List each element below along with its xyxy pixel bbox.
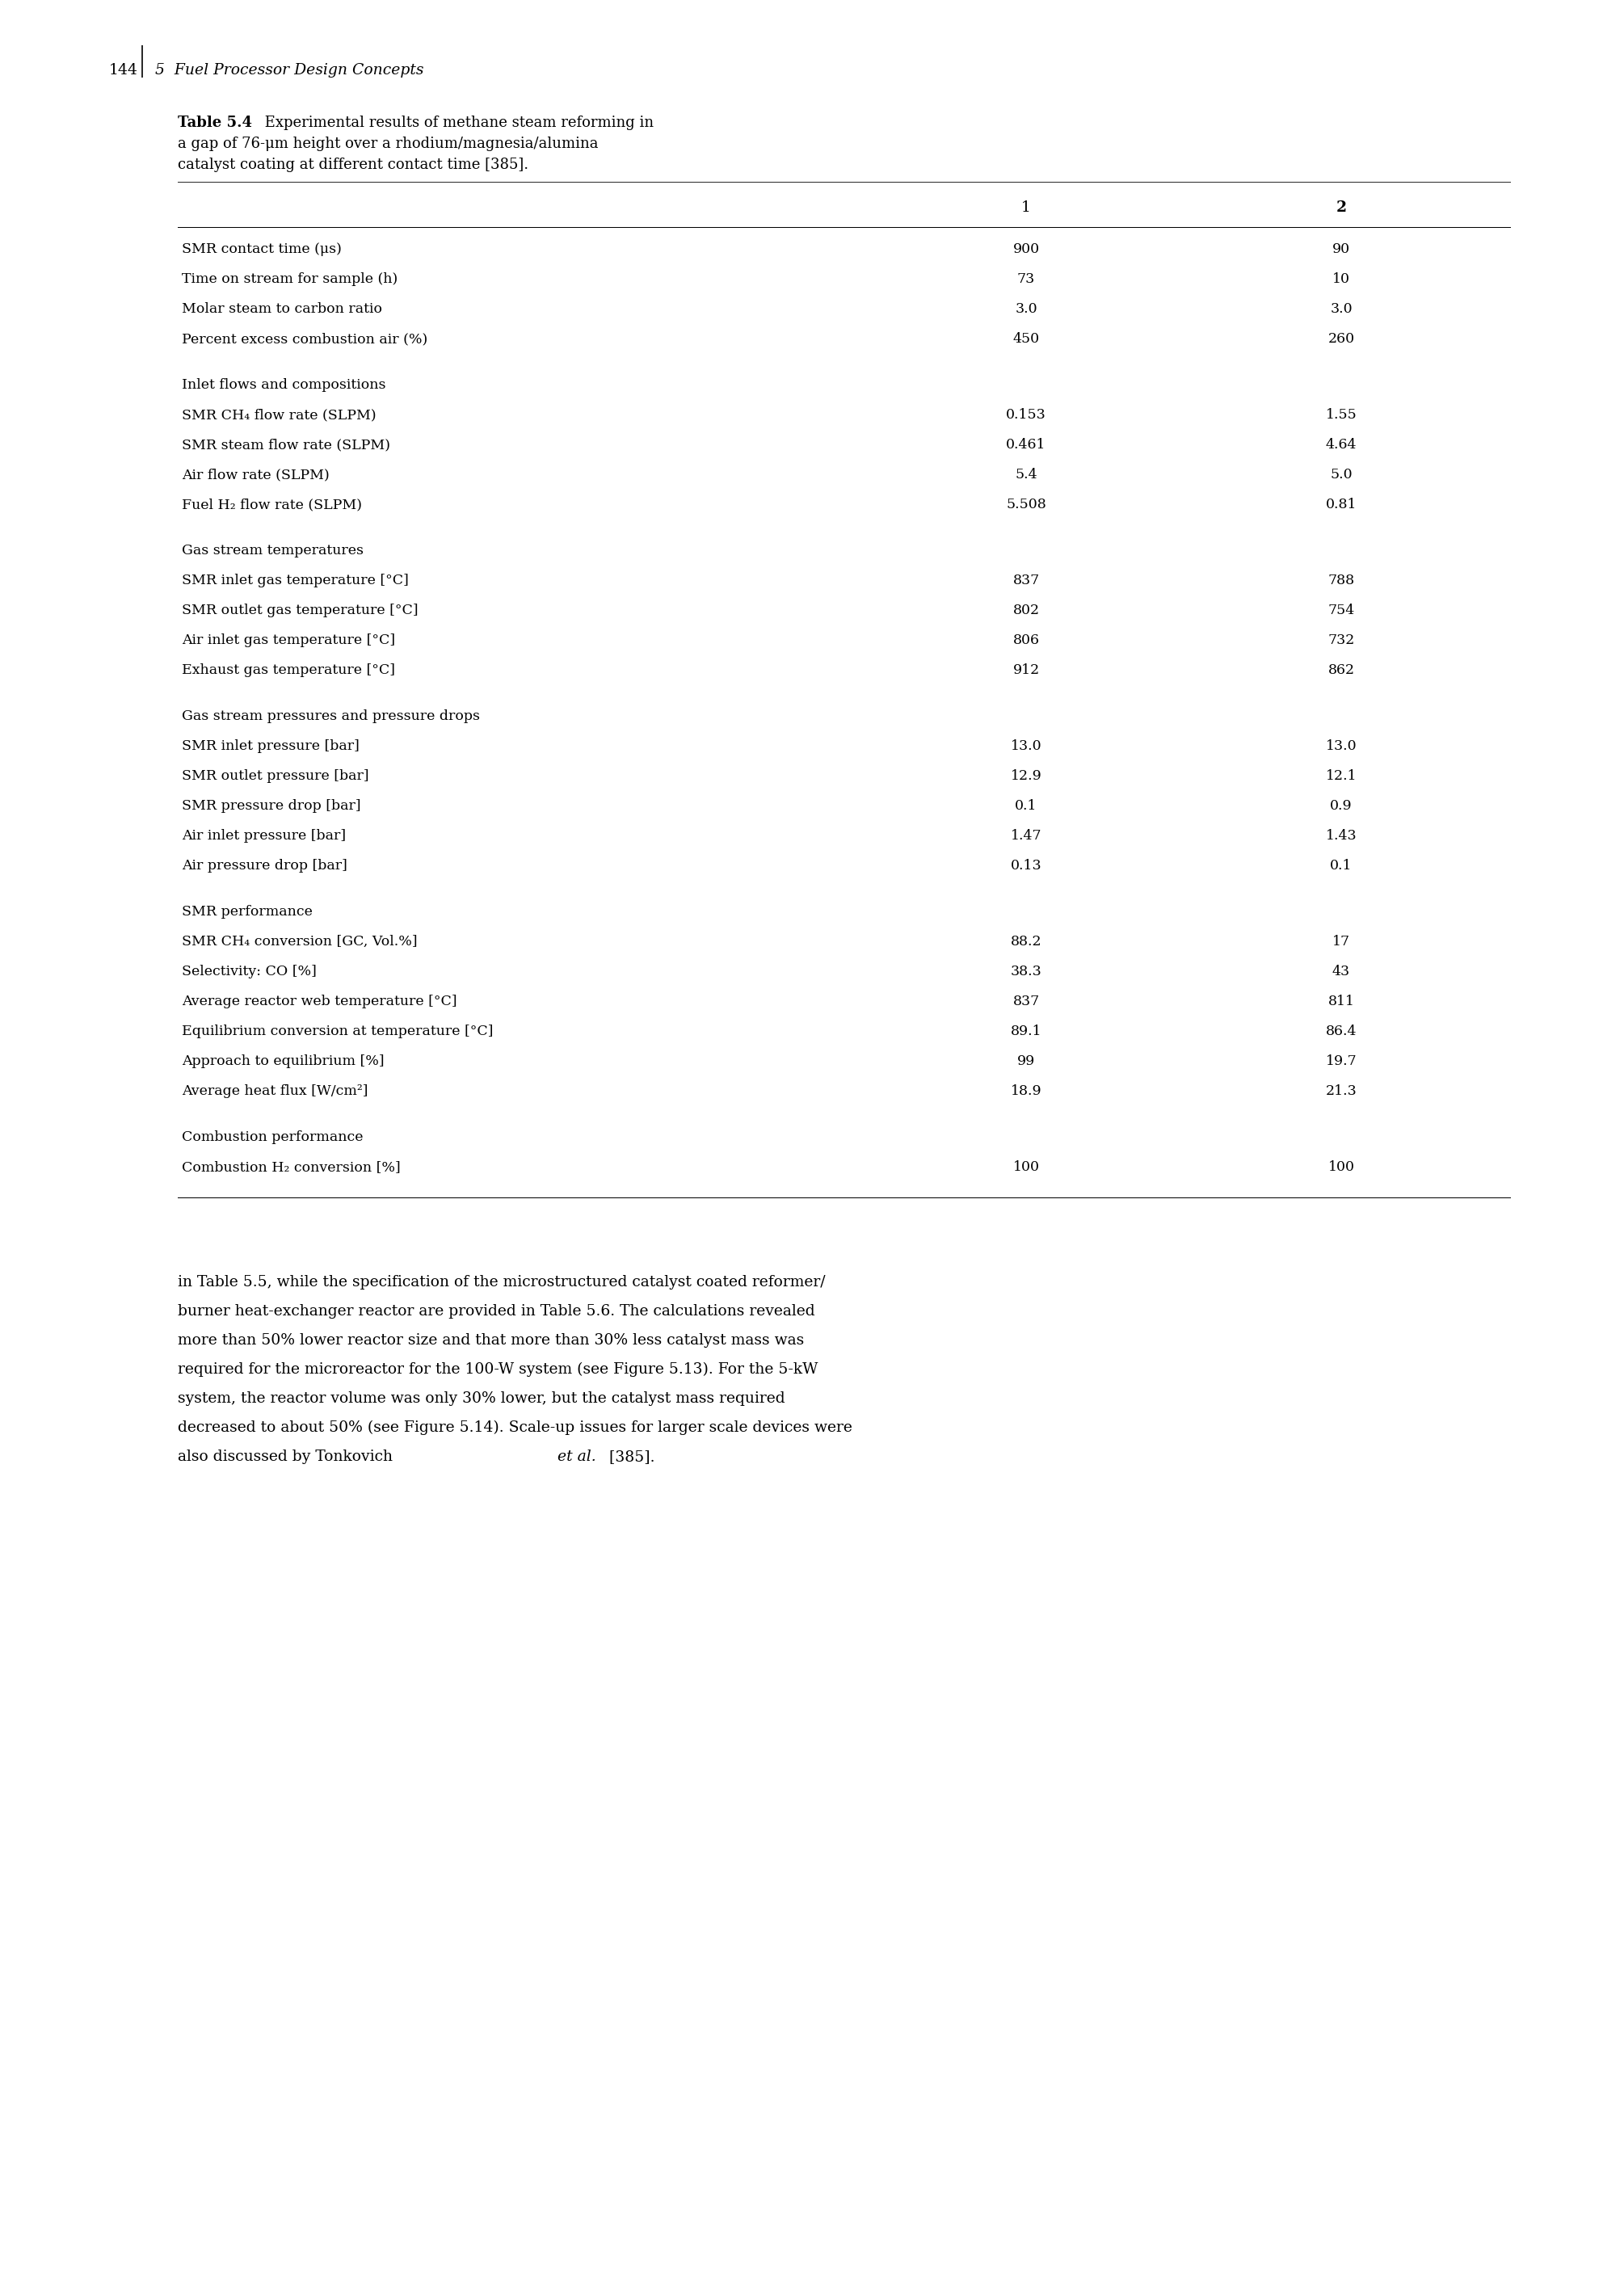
Text: SMR contact time (μs): SMR contact time (μs) — [182, 243, 341, 256]
Text: 5.4: 5.4 — [1015, 467, 1038, 481]
Text: SMR outlet gas temperature [°C]: SMR outlet gas temperature [°C] — [182, 604, 419, 618]
Text: 802: 802 — [1013, 604, 1039, 618]
Text: 450: 450 — [1013, 332, 1039, 346]
Text: 0.81: 0.81 — [1325, 497, 1356, 510]
Text: Air inlet pressure [bar]: Air inlet pressure [bar] — [182, 829, 346, 842]
Text: 732: 732 — [1328, 634, 1354, 648]
Text: Exhaust gas temperature [°C]: Exhaust gas temperature [°C] — [182, 664, 395, 678]
Text: 21.3: 21.3 — [1325, 1085, 1358, 1099]
Text: 13.0: 13.0 — [1010, 739, 1041, 753]
Text: 1.55: 1.55 — [1325, 407, 1358, 421]
Text: required for the microreactor for the 100-W system (see Figure 5.13). For the 5-: required for the microreactor for the 10… — [177, 1362, 818, 1378]
Text: SMR outlet pressure [bar]: SMR outlet pressure [bar] — [182, 769, 369, 783]
Text: Molar steam to carbon ratio: Molar steam to carbon ratio — [182, 302, 382, 316]
Text: Fuel H₂ flow rate (SLPM): Fuel H₂ flow rate (SLPM) — [182, 497, 362, 510]
Text: 43: 43 — [1332, 964, 1350, 977]
Text: Average heat flux [W/cm²]: Average heat flux [W/cm²] — [182, 1085, 369, 1099]
Text: 5.508: 5.508 — [1005, 497, 1046, 510]
Text: SMR steam flow rate (SLPM): SMR steam flow rate (SLPM) — [182, 437, 390, 451]
Text: 89.1: 89.1 — [1010, 1025, 1041, 1039]
Text: 837: 837 — [1013, 996, 1039, 1009]
Text: SMR CH₄ flow rate (SLPM): SMR CH₄ flow rate (SLPM) — [182, 407, 377, 421]
Text: also discussed by Tonkovich: also discussed by Tonkovich — [177, 1449, 393, 1465]
Text: 788: 788 — [1328, 575, 1354, 588]
Text: 837: 837 — [1013, 575, 1039, 588]
Text: Air inlet gas temperature [°C]: Air inlet gas temperature [°C] — [182, 634, 395, 648]
Text: 2: 2 — [1337, 201, 1346, 215]
Text: more than 50% lower reactor size and that more than 30% less catalyst mass was: more than 50% lower reactor size and tha… — [177, 1332, 804, 1348]
Text: 3.0: 3.0 — [1015, 302, 1038, 316]
Text: 0.13: 0.13 — [1010, 858, 1041, 872]
Text: burner heat-exchanger reactor are provided in Table 5.6. The calculations reveal: burner heat-exchanger reactor are provid… — [177, 1305, 815, 1318]
Text: Approach to equilibrium [%]: Approach to equilibrium [%] — [182, 1055, 385, 1069]
Text: 806: 806 — [1013, 634, 1039, 648]
Text: 5.0: 5.0 — [1330, 467, 1353, 481]
Text: 38.3: 38.3 — [1010, 964, 1041, 977]
Text: 811: 811 — [1328, 996, 1354, 1009]
Text: in Table 5.5, while the specification of the microstructured catalyst coated ref: in Table 5.5, while the specification of… — [177, 1275, 825, 1289]
Text: Table 5.4: Table 5.4 — [177, 114, 252, 130]
Text: 0.153: 0.153 — [1005, 407, 1046, 421]
Text: decreased to about 50% (see Figure 5.14). Scale-up issues for larger scale devic: decreased to about 50% (see Figure 5.14)… — [177, 1421, 853, 1435]
Text: Gas stream pressures and pressure drops: Gas stream pressures and pressure drops — [182, 710, 481, 723]
Text: Experimental results of methane steam reforming in: Experimental results of methane steam re… — [260, 114, 654, 130]
Text: 100: 100 — [1328, 1161, 1354, 1174]
Text: SMR performance: SMR performance — [182, 904, 312, 918]
Text: 12.1: 12.1 — [1325, 769, 1356, 783]
Text: 754: 754 — [1328, 604, 1354, 618]
Text: 88.2: 88.2 — [1010, 934, 1041, 948]
Text: 912: 912 — [1013, 664, 1039, 678]
Text: Equilibrium conversion at temperature [°C]: Equilibrium conversion at temperature [°… — [182, 1025, 494, 1039]
Text: et al.: et al. — [557, 1449, 596, 1465]
Text: [385].: [385]. — [604, 1449, 654, 1465]
Text: 12.9: 12.9 — [1010, 769, 1041, 783]
Text: 13.0: 13.0 — [1325, 739, 1356, 753]
Text: 100: 100 — [1013, 1161, 1039, 1174]
Text: 10: 10 — [1332, 272, 1350, 286]
Text: Time on stream for sample (h): Time on stream for sample (h) — [182, 272, 398, 286]
Text: 0.1: 0.1 — [1330, 858, 1353, 872]
Text: 3.0: 3.0 — [1330, 302, 1353, 316]
Text: 900: 900 — [1013, 243, 1039, 256]
Text: 144: 144 — [109, 64, 138, 78]
Text: 0.9: 0.9 — [1330, 799, 1353, 813]
Text: Air pressure drop [bar]: Air pressure drop [bar] — [182, 858, 348, 872]
Text: 4.64: 4.64 — [1325, 437, 1356, 451]
Text: 862: 862 — [1328, 664, 1354, 678]
Text: 1.47: 1.47 — [1010, 829, 1041, 842]
Text: system, the reactor volume was only 30% lower, but the catalyst mass required: system, the reactor volume was only 30% … — [177, 1392, 784, 1405]
Text: 5  Fuel Processor Design Concepts: 5 Fuel Processor Design Concepts — [156, 64, 424, 78]
Text: 73: 73 — [1017, 272, 1034, 286]
Text: Gas stream temperatures: Gas stream temperatures — [182, 545, 364, 559]
Text: Inlet flows and compositions: Inlet flows and compositions — [182, 378, 387, 391]
Text: SMR inlet gas temperature [°C]: SMR inlet gas temperature [°C] — [182, 575, 409, 588]
Text: 86.4: 86.4 — [1325, 1025, 1356, 1039]
Text: 1.43: 1.43 — [1325, 829, 1356, 842]
Text: 1: 1 — [1021, 201, 1031, 215]
Text: 17: 17 — [1332, 934, 1350, 948]
Text: Combustion H₂ conversion [%]: Combustion H₂ conversion [%] — [182, 1161, 401, 1174]
Text: Air flow rate (SLPM): Air flow rate (SLPM) — [182, 467, 330, 481]
Text: catalyst coating at different contact time [385].: catalyst coating at different contact ti… — [177, 158, 528, 172]
Text: Average reactor web temperature [°C]: Average reactor web temperature [°C] — [182, 996, 456, 1009]
Text: 90: 90 — [1332, 243, 1350, 256]
Text: SMR CH₄ conversion [GC, Vol.%]: SMR CH₄ conversion [GC, Vol.%] — [182, 934, 417, 948]
Text: Percent excess combustion air (%): Percent excess combustion air (%) — [182, 332, 427, 346]
Text: Combustion performance: Combustion performance — [182, 1131, 364, 1144]
Text: 0.1: 0.1 — [1015, 799, 1038, 813]
Text: Selectivity: CO [%]: Selectivity: CO [%] — [182, 964, 317, 977]
Text: SMR inlet pressure [bar]: SMR inlet pressure [bar] — [182, 739, 359, 753]
Text: SMR pressure drop [bar]: SMR pressure drop [bar] — [182, 799, 361, 813]
Text: 18.9: 18.9 — [1010, 1085, 1041, 1099]
Text: 19.7: 19.7 — [1325, 1055, 1358, 1069]
Text: 0.461: 0.461 — [1007, 437, 1046, 451]
Text: a gap of 76-μm height over a rhodium/magnesia/alumina: a gap of 76-μm height over a rhodium/mag… — [177, 137, 598, 151]
Text: 99: 99 — [1017, 1055, 1034, 1069]
Text: 260: 260 — [1328, 332, 1354, 346]
